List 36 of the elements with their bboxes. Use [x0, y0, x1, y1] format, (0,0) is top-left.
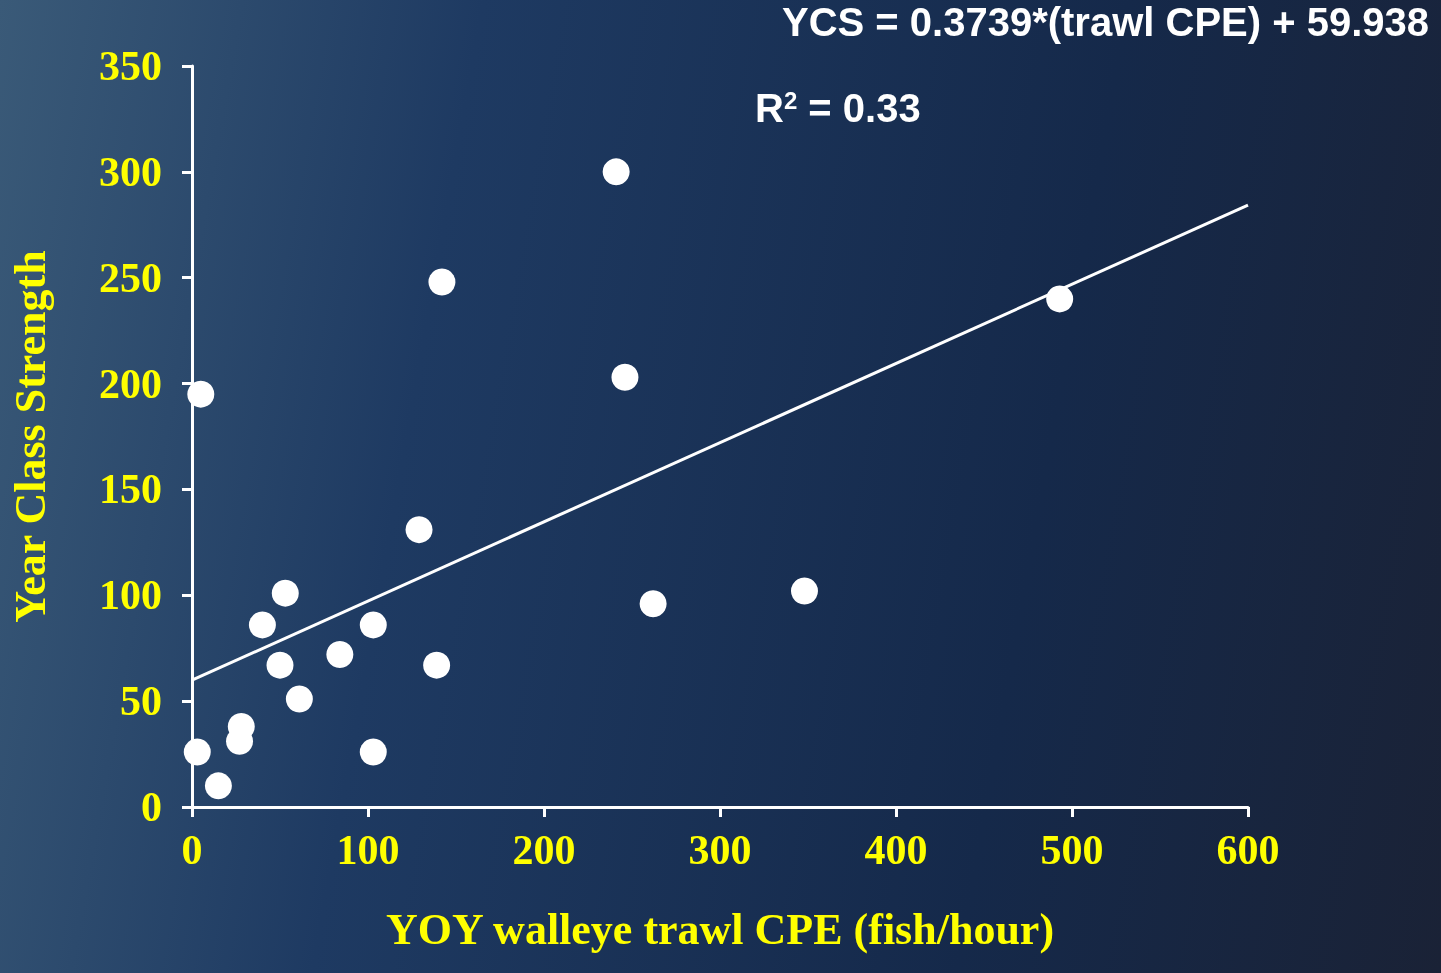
- x-tick-label: 500: [1040, 827, 1104, 873]
- point: [359, 738, 387, 766]
- y-tick-label: 300: [99, 148, 162, 195]
- point: [405, 516, 433, 544]
- x-tick-label: 300: [688, 827, 752, 873]
- y-tick-label: 200: [99, 360, 162, 407]
- point: [204, 772, 232, 800]
- x-tick-label: 200: [512, 827, 576, 873]
- point: [639, 590, 667, 618]
- point: [611, 363, 639, 391]
- y-tick-label: 150: [99, 466, 162, 513]
- y-axis-title: Year Class Strength: [5, 250, 55, 623]
- y-tick-label: 250: [99, 254, 162, 301]
- point: [791, 577, 818, 605]
- point: [271, 579, 299, 607]
- point: [423, 651, 451, 679]
- y-tick-label: 50: [120, 678, 162, 725]
- x-tick-label: 100: [336, 827, 400, 873]
- y-tick-label: 350: [99, 43, 162, 89]
- point: [326, 641, 354, 669]
- point: [266, 651, 294, 679]
- point: [359, 611, 387, 639]
- point: [428, 268, 456, 296]
- x-tick-label: 400: [864, 827, 928, 873]
- x-tick-label: 600: [1216, 827, 1280, 873]
- text: YCS = 0.3739*(trawl CPE) + 59.938: [781, 0, 1429, 44]
- point: [1046, 285, 1074, 313]
- x-tick-label: 0: [181, 827, 203, 873]
- y-tick-label: 0: [141, 784, 162, 830]
- point: [183, 738, 211, 766]
- y-tick-label: 100: [99, 572, 162, 619]
- x-axis-title: YOY walleye trawl CPE (fish/hour): [385, 904, 1055, 954]
- point: [248, 611, 276, 639]
- point: [602, 158, 630, 186]
- point: [187, 380, 215, 408]
- point: [285, 685, 313, 713]
